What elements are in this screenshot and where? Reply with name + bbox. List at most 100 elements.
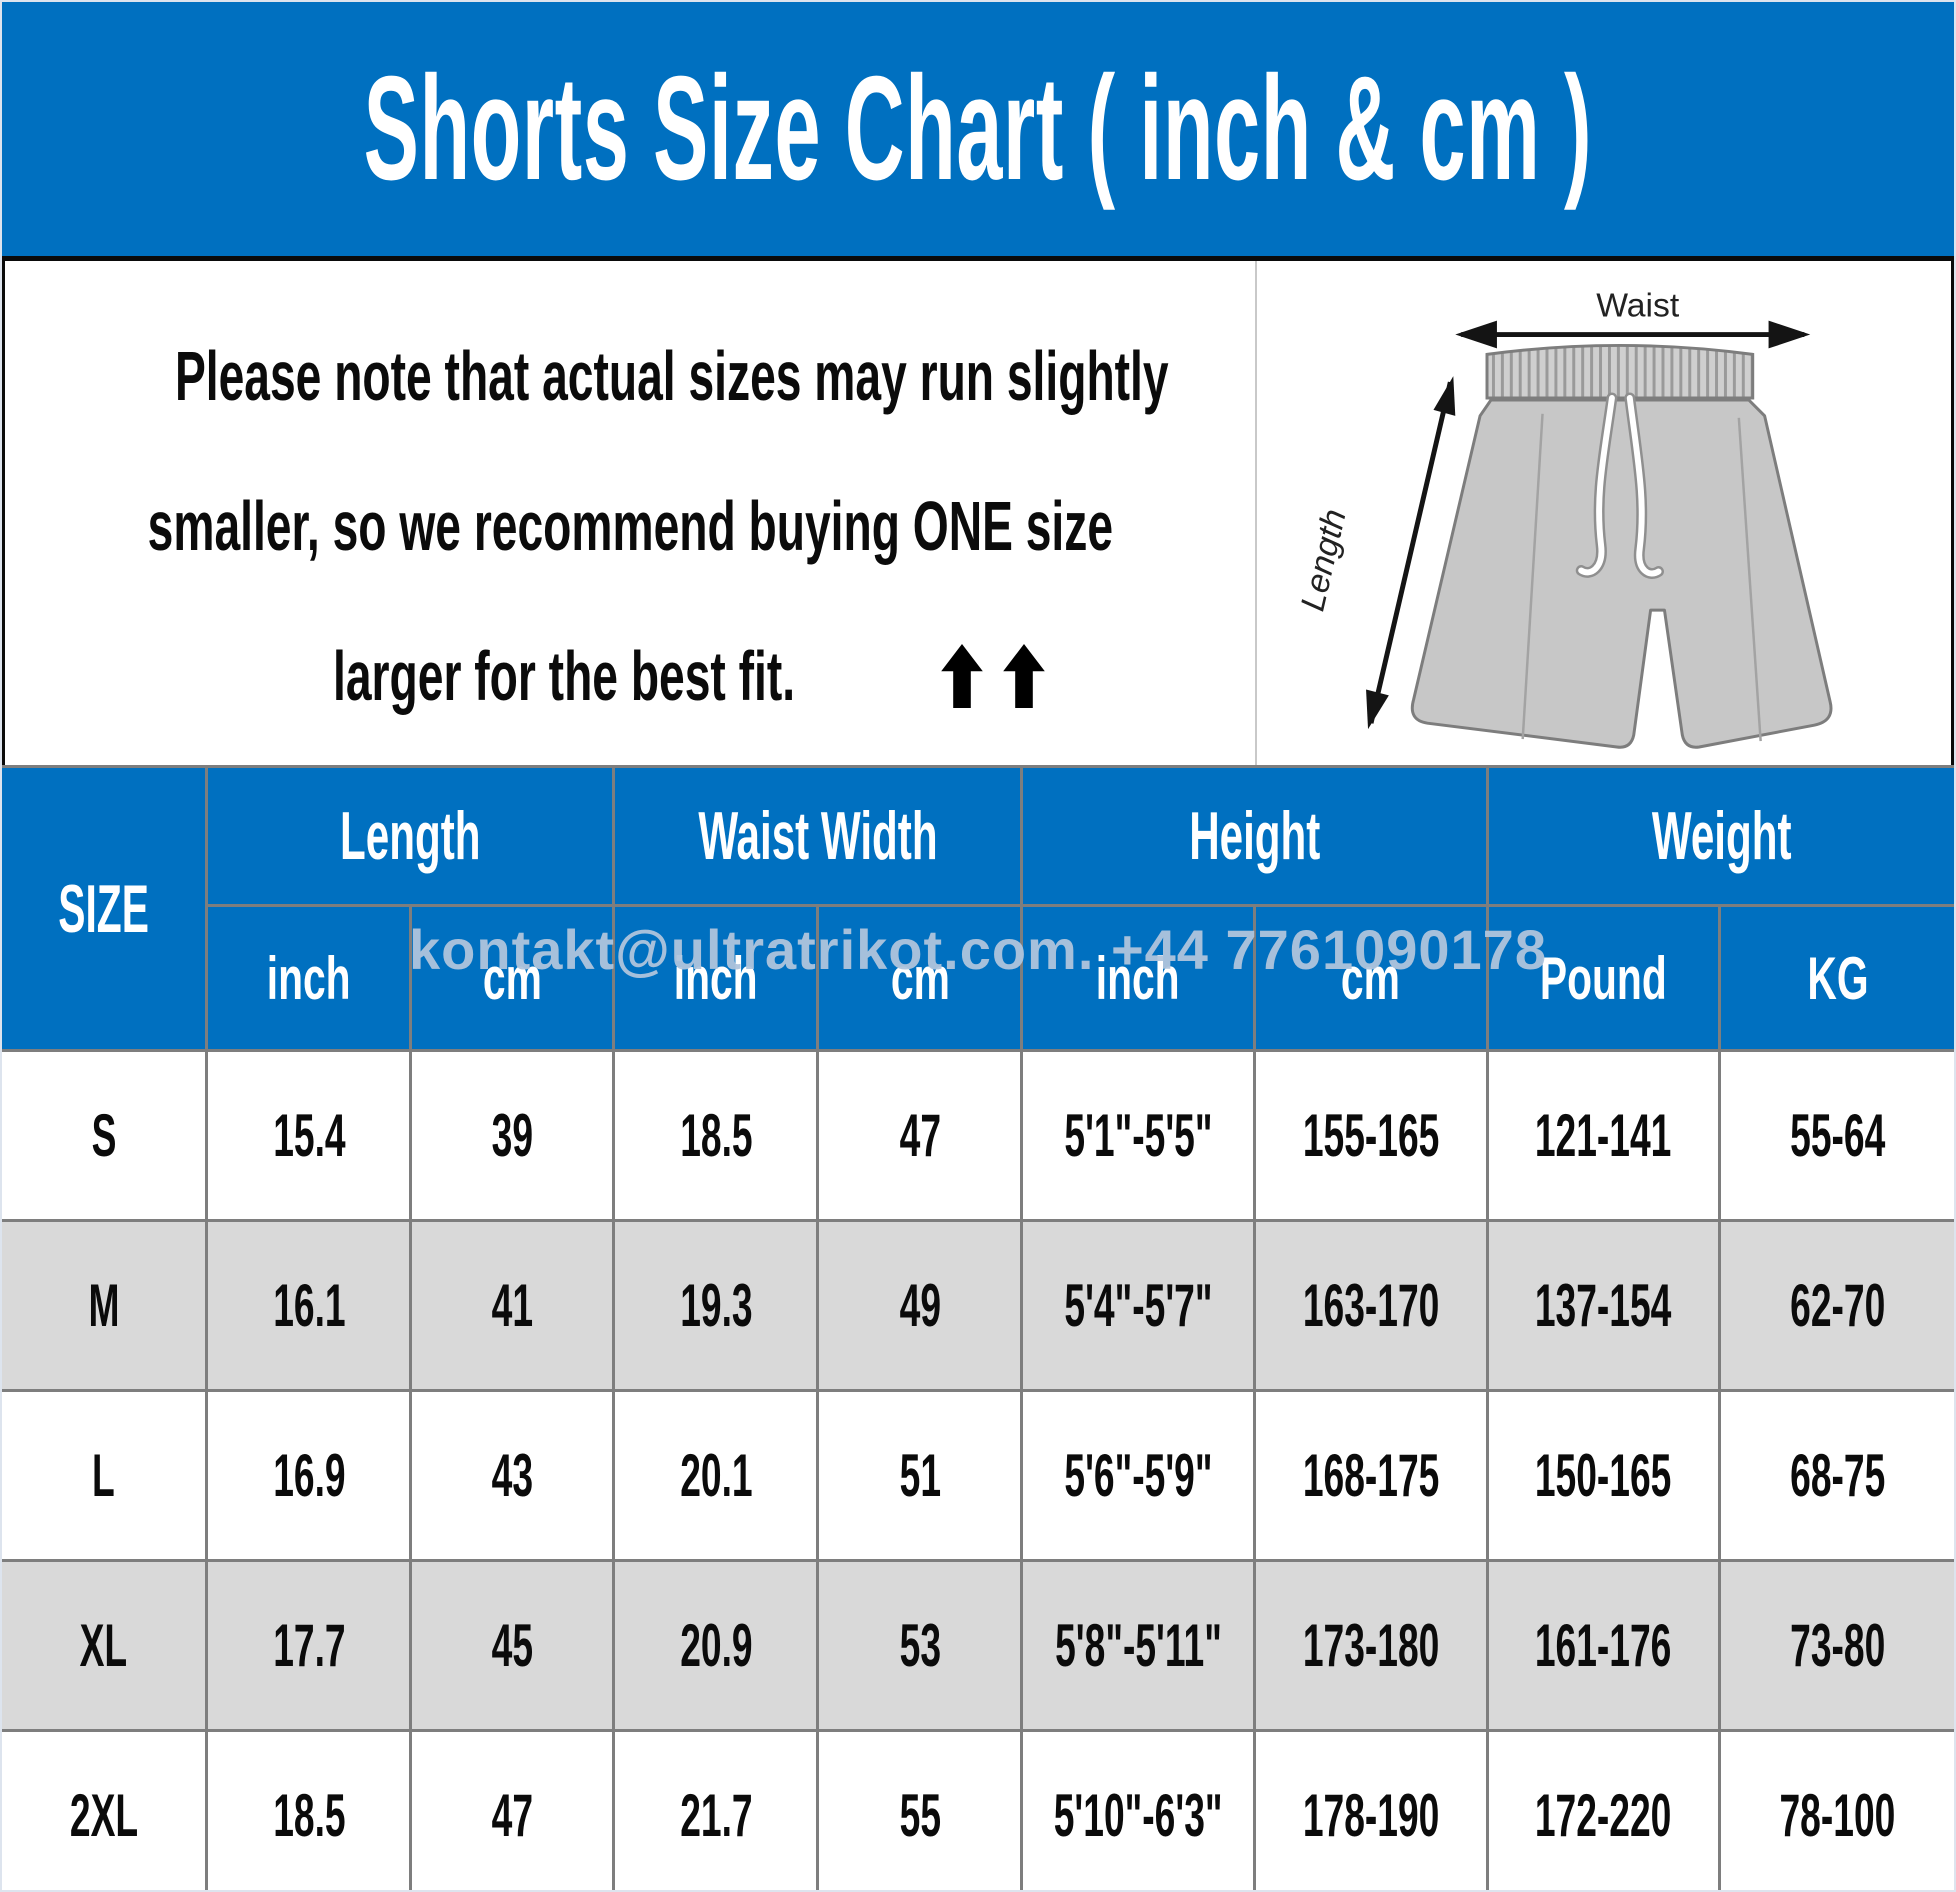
table-cell: 5'10"-6'3" — [1020, 1729, 1256, 1890]
note-text: larger for the best fit. — [332, 637, 796, 715]
size-cell: M — [2, 1219, 209, 1392]
size-column-header: SIZE — [2, 765, 209, 1052]
unit-header-label: inch — [673, 944, 758, 1012]
unit-header: inch — [612, 904, 820, 1052]
up-arrow-icon — [1003, 644, 1045, 708]
table-cell: 15.4 — [205, 1049, 413, 1222]
page-title: Shorts Size Chart ( inch & cm ) — [363, 46, 1593, 211]
table-cell: 17.7 — [205, 1559, 413, 1732]
unit-header-label: cm — [890, 944, 950, 1012]
unit-header: KG — [1718, 904, 1954, 1052]
size-cell: XL — [2, 1559, 209, 1732]
cell-value: 17.7 — [272, 1612, 346, 1679]
table-cell: 18.5 — [612, 1049, 820, 1222]
table-cell: 49 — [816, 1219, 1024, 1392]
cell-value: 68-75 — [1790, 1442, 1886, 1509]
cell-value: 5'1"-5'5" — [1063, 1102, 1213, 1169]
table-cell: 78-100 — [1718, 1729, 1954, 1890]
cell-value: 5'4"-5'7" — [1063, 1272, 1213, 1339]
cell-value: 150-165 — [1535, 1442, 1672, 1509]
waist-label: Waist — [1596, 287, 1680, 325]
unit-header: cm — [816, 904, 1024, 1052]
cell-value: 161-176 — [1535, 1612, 1672, 1679]
note-line: larger for the best fit. — [5, 601, 1255, 751]
group-header-label: Height — [1189, 798, 1321, 874]
table-cell: 172-220 — [1485, 1729, 1722, 1890]
table-cell: 53 — [816, 1559, 1024, 1732]
cell-value: 47 — [491, 1782, 534, 1849]
diagram-section: Waist Length — [1255, 261, 1951, 765]
cell-value: 55 — [899, 1782, 941, 1849]
size-cell: S — [2, 1049, 209, 1222]
length-arrow — [1366, 376, 1456, 730]
unit-header: cm — [1252, 904, 1489, 1052]
table-cell: 5'1"-5'5" — [1020, 1049, 1256, 1222]
cell-value: 51 — [899, 1442, 941, 1509]
table-cell: 161-176 — [1485, 1559, 1722, 1732]
table-cell: 16.1 — [205, 1219, 413, 1392]
cell-value: 55-64 — [1790, 1102, 1886, 1169]
cell-value: 20.9 — [679, 1612, 753, 1679]
table-cell: 73-80 — [1718, 1559, 1954, 1732]
table-cell: 20.9 — [612, 1559, 820, 1732]
table-unit-header-row: inch cm inch cm inch cm Pound KG — [2, 904, 1954, 1052]
unit-header-label: Pound — [1540, 944, 1667, 1012]
length-label: Length — [1294, 506, 1354, 615]
cell-value: 137-154 — [1535, 1272, 1672, 1339]
cell-value: 5'10"-6'3" — [1053, 1782, 1223, 1849]
note-section: Please note that actual sizes may run sl… — [5, 261, 1255, 765]
cell-value: 16.9 — [272, 1442, 346, 1509]
cell-value: 18.5 — [679, 1102, 753, 1169]
unit-header-label: inch — [1096, 944, 1180, 1012]
table-cell: 178-190 — [1252, 1729, 1489, 1890]
unit-header: Pound — [1485, 904, 1722, 1052]
cell-value: 49 — [899, 1272, 941, 1339]
table-cell: 47 — [816, 1049, 1024, 1222]
table-cell: 137-154 — [1485, 1219, 1722, 1392]
table-row-m: M 16.1 41 19.3 49 5'4"-5'7" 163-170 137-… — [2, 1219, 1954, 1392]
size-label: S — [91, 1102, 117, 1169]
unit-header: cm — [409, 904, 616, 1052]
cell-value: 43 — [491, 1442, 534, 1509]
size-cell: 2XL — [2, 1729, 209, 1890]
note-line: Please note that actual sizes may run sl… — [5, 301, 1255, 451]
table-row-2xl: 2XL 18.5 47 21.7 55 5'10"-6'3" 178-190 1… — [2, 1729, 1954, 1890]
size-label: 2XL — [69, 1782, 138, 1849]
table-cell: 155-165 — [1252, 1049, 1489, 1222]
table-row-xl: XL 17.7 45 20.9 53 5'8"-5'11" 173-180 16… — [2, 1559, 1954, 1732]
unit-header: inch — [1020, 904, 1256, 1052]
table-cell: 150-165 — [1485, 1389, 1722, 1562]
cell-value: 39 — [491, 1102, 534, 1169]
table-cell: 5'8"-5'11" — [1020, 1559, 1256, 1732]
cell-value: 21.7 — [679, 1782, 753, 1849]
table-cell: 5'4"-5'7" — [1020, 1219, 1256, 1392]
table-group-header-row: SIZE Length Waist Width Height Weight — [2, 765, 1954, 1052]
table-row-s: S 15.4 39 18.5 47 5'1"-5'5" 155-165 121-… — [2, 1049, 1954, 1222]
note-text: Please note that actual sizes may run sl… — [175, 337, 1169, 415]
size-table: SIZE Length Waist Width Height Weight — [2, 765, 1954, 1890]
cell-value: 19.3 — [679, 1272, 753, 1339]
shorts-graphic — [1410, 343, 1833, 749]
middle-section: Please note that actual sizes may run sl… — [2, 261, 1954, 765]
table-cell: 19.3 — [612, 1219, 820, 1392]
cell-value: 73-80 — [1790, 1612, 1886, 1679]
group-header-label: Length — [340, 798, 481, 874]
table-cell: 16.9 — [205, 1389, 413, 1562]
table-cell: 62-70 — [1718, 1219, 1954, 1392]
unit-header-label: KG — [1806, 944, 1869, 1012]
table-cell: 168-175 — [1252, 1389, 1489, 1562]
table-row-l: L 16.9 43 20.1 51 5'6"-5'9" 168-175 150-… — [2, 1389, 1954, 1562]
table-cell: 39 — [409, 1049, 616, 1222]
cell-value: 178-190 — [1302, 1782, 1440, 1849]
cell-value: 47 — [899, 1102, 941, 1169]
cell-value: 5'8"-5'11" — [1054, 1612, 1222, 1679]
table-cell: 55-64 — [1718, 1049, 1954, 1222]
table-cell: 20.1 — [612, 1389, 820, 1562]
cell-value: 20.1 — [679, 1442, 753, 1509]
cell-value: 78-100 — [1779, 1782, 1896, 1849]
up-arrow-icon — [941, 644, 983, 708]
cell-value: 15.4 — [272, 1102, 346, 1169]
table-cell: 5'6"-5'9" — [1020, 1389, 1256, 1562]
waist-width-group-header: Waist Width — [612, 765, 1024, 907]
